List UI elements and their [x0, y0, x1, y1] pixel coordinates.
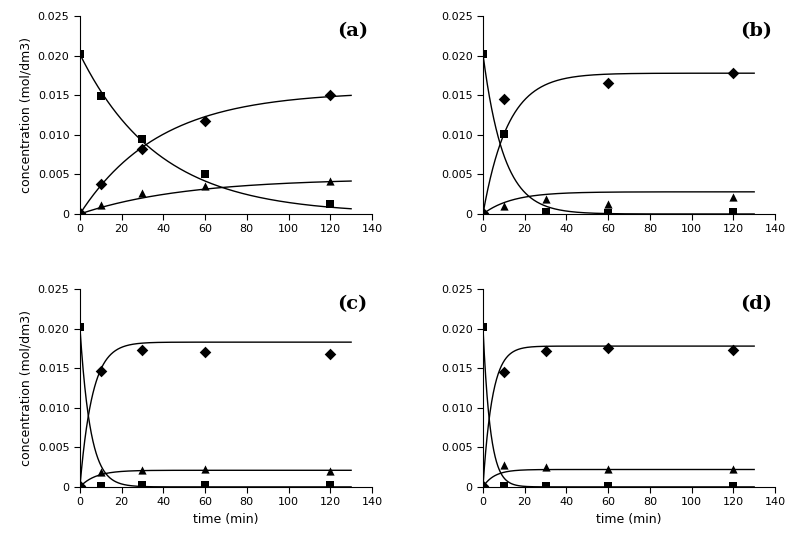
Point — [476, 209, 489, 217]
Point — [94, 201, 107, 209]
Point — [602, 200, 614, 208]
Point — [74, 209, 86, 217]
Point — [727, 193, 740, 202]
Point — [476, 323, 489, 332]
Point — [199, 481, 212, 490]
Point — [539, 463, 552, 471]
Point — [498, 202, 511, 210]
Point — [199, 182, 212, 190]
Point — [74, 482, 86, 491]
Point — [324, 91, 336, 100]
Point — [324, 176, 336, 185]
Point — [727, 208, 740, 217]
Point — [74, 323, 86, 332]
Point — [602, 79, 614, 88]
Point — [727, 346, 740, 354]
Point — [539, 482, 552, 491]
Point — [74, 482, 86, 491]
Text: (a): (a) — [337, 22, 368, 40]
Point — [324, 467, 336, 476]
Y-axis label: concentration (mol/dm3): concentration (mol/dm3) — [19, 37, 32, 193]
Point — [539, 207, 552, 216]
Text: (b): (b) — [740, 22, 772, 40]
Point — [74, 50, 86, 58]
Point — [94, 366, 107, 375]
Point — [94, 180, 107, 188]
Point — [94, 92, 107, 101]
Point — [476, 482, 489, 491]
Point — [539, 347, 552, 355]
Point — [199, 117, 212, 126]
Point — [199, 465, 212, 474]
Y-axis label: concentration (mol/dm3): concentration (mol/dm3) — [19, 310, 32, 466]
Point — [498, 460, 511, 469]
Point — [498, 130, 511, 138]
Text: (d): (d) — [740, 295, 772, 313]
Point — [498, 95, 511, 104]
Point — [136, 346, 149, 354]
Point — [498, 482, 511, 491]
Point — [324, 200, 336, 208]
X-axis label: time (min): time (min) — [596, 513, 662, 526]
Point — [539, 195, 552, 203]
Point — [476, 50, 489, 58]
Point — [324, 481, 336, 490]
Point — [727, 482, 740, 491]
Point — [94, 482, 107, 491]
Point — [602, 482, 614, 491]
Point — [602, 209, 614, 217]
Point — [74, 209, 86, 217]
Point — [136, 466, 149, 474]
Point — [727, 69, 740, 77]
Point — [94, 467, 107, 476]
Point — [136, 480, 149, 489]
Point — [136, 135, 149, 143]
Point — [136, 189, 149, 198]
Point — [199, 348, 212, 357]
Point — [476, 209, 489, 217]
Point — [324, 349, 336, 358]
Point — [602, 344, 614, 353]
Point — [727, 465, 740, 474]
Point — [498, 368, 511, 377]
Point — [602, 465, 614, 474]
Text: (c): (c) — [337, 295, 368, 313]
Point — [476, 482, 489, 491]
Point — [136, 145, 149, 154]
Point — [199, 170, 212, 179]
X-axis label: time (min): time (min) — [193, 513, 259, 526]
